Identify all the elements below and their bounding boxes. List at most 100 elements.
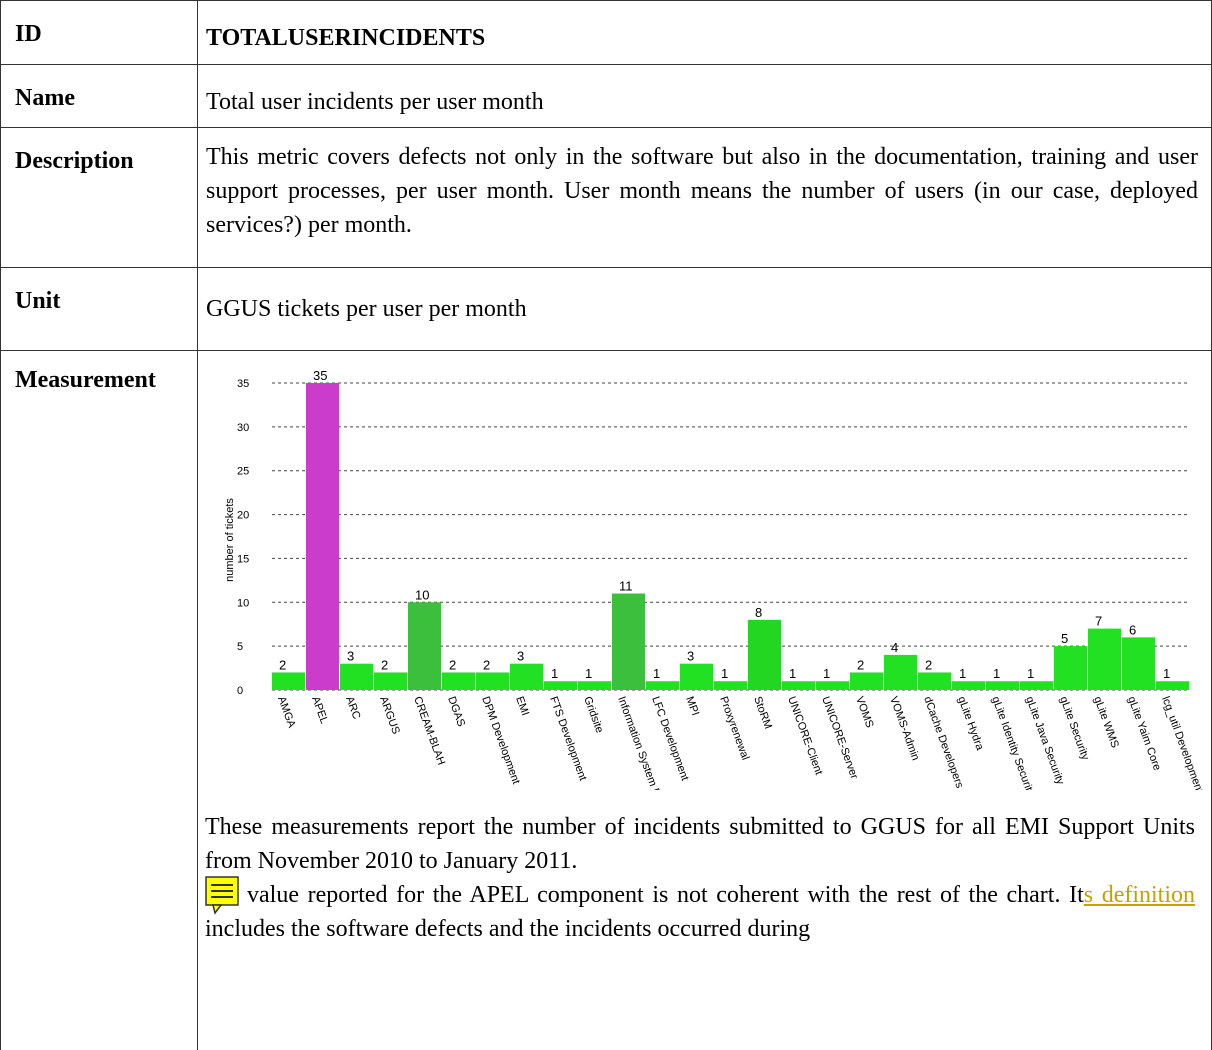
bar [986,681,1019,690]
bar [340,663,373,690]
value-label: 1 [1163,666,1170,681]
x-tick-label: EMI [513,695,531,717]
x-tick-label: CREAM-BLAH [411,695,447,767]
x-tick-label: FTS Development [547,695,589,782]
value-label: 1 [585,666,592,681]
x-tick-label: DGAS [445,695,467,728]
bar [748,619,781,690]
note-text: value reported for the APEL component is… [247,882,1084,908]
value-label: 11 [619,579,633,594]
row-label: Description [0,127,197,267]
bar [646,681,679,690]
bar [782,681,815,690]
x-tick-label: gLite WMS [1091,695,1121,750]
x-tick-label: LFC Development [649,695,691,782]
x-tick-label: AMGA [275,695,298,730]
bar [1020,681,1053,690]
bar [442,672,475,690]
bar [952,681,985,690]
value-label: 2 [449,657,456,672]
bar [714,681,747,690]
bar [578,681,611,690]
value-label: 1 [959,666,966,681]
note-text: includes the software defects and the in… [205,916,811,942]
x-tick-label: VOMS [853,695,875,730]
link[interactable]: s definition [1083,882,1196,908]
x-tick-label: MPI [683,695,701,717]
measurement-cell [197,350,1212,1050]
bar [1156,681,1189,690]
y-tick-label: 5 [237,641,243,653]
bar [816,681,849,690]
value-label: 2 [381,657,388,672]
value-label: 7 [1095,614,1102,629]
y-tick-label: 25 [237,466,249,478]
value-label: 1 [653,666,660,681]
y-tick-label: 20 [237,510,249,522]
bar [680,663,713,690]
value-label: 3 [347,649,354,664]
x-tick-label: DPM Development [479,695,522,786]
value-label: 6 [1129,622,1136,637]
x-tick-label: Gridsite [581,695,605,735]
bar [272,672,305,690]
chart: number of tickets 051015202530352AMGA35A… [224,368,1205,790]
value-label: 2 [925,657,932,672]
x-tick-label: gLite Yaim Core [1125,695,1163,772]
value-label: 2 [857,657,864,672]
bar [544,681,577,690]
y-tick-label: 15 [237,553,249,565]
value-label: 1 [823,666,830,681]
x-tick-label: ARGUS [377,695,402,736]
x-tick-label: gLite Hydra [955,695,986,753]
bar [1088,628,1121,690]
bar [612,593,645,690]
x-tick-label: VOMS-Admin [887,695,921,762]
y-tick-label: 0 [237,685,243,697]
value-label: 3 [687,649,694,664]
bar [374,672,407,690]
value-label: 2 [279,657,286,672]
row-label: Unit [0,267,197,350]
value-label: 8 [755,605,762,620]
bar [476,672,509,690]
x-tick-label: UNICORE-Client [785,695,824,777]
bar [510,663,543,690]
x-tick-label: gLite Security [1057,695,1091,762]
row-label: ID [0,0,197,64]
x-tick-label: StoRM [751,695,774,731]
x-tick-label: lcg_util Development [1159,695,1205,790]
row-label: Name [0,64,197,127]
value-label: 5 [1061,631,1068,646]
x-tick-label: Proxyrenewal [717,695,751,762]
value-label: 3 [517,649,524,664]
value-label: 1 [1027,666,1034,681]
y-tick-label: 30 [237,422,249,434]
value-label: 1 [789,666,796,681]
y-axis-label: number of tickets [224,498,236,582]
row-value: TOTALUSERINCIDENTS [197,0,1212,64]
value-label: 35 [313,368,327,383]
bar [408,602,441,690]
row-value: GGUS tickets per user per month [197,267,1212,350]
bar [306,383,339,690]
y-tick-label: 35 [237,378,249,390]
row-value: This metric covers defects not only in t… [197,127,1212,267]
note-paragraph: value reported for the APEL component is… [205,878,1195,946]
x-tick-label: UNICORE-Server [819,695,860,781]
value-label: 1 [993,666,1000,681]
row-label: Measurement [0,350,197,1050]
bar [1122,637,1155,690]
row-value: Total user incidents per user month [197,64,1212,127]
value-label: 1 [551,666,558,681]
paragraph: These measurements report the number of … [205,814,1195,874]
value-label: 2 [483,657,490,672]
bar [1054,646,1087,690]
value-label: 1 [721,666,728,681]
value-label: 4 [891,640,898,655]
bar [918,672,951,690]
note-icon [205,876,239,915]
bar [884,654,917,690]
x-tick-label: ARC [343,695,362,721]
value-label: 10 [415,587,429,602]
